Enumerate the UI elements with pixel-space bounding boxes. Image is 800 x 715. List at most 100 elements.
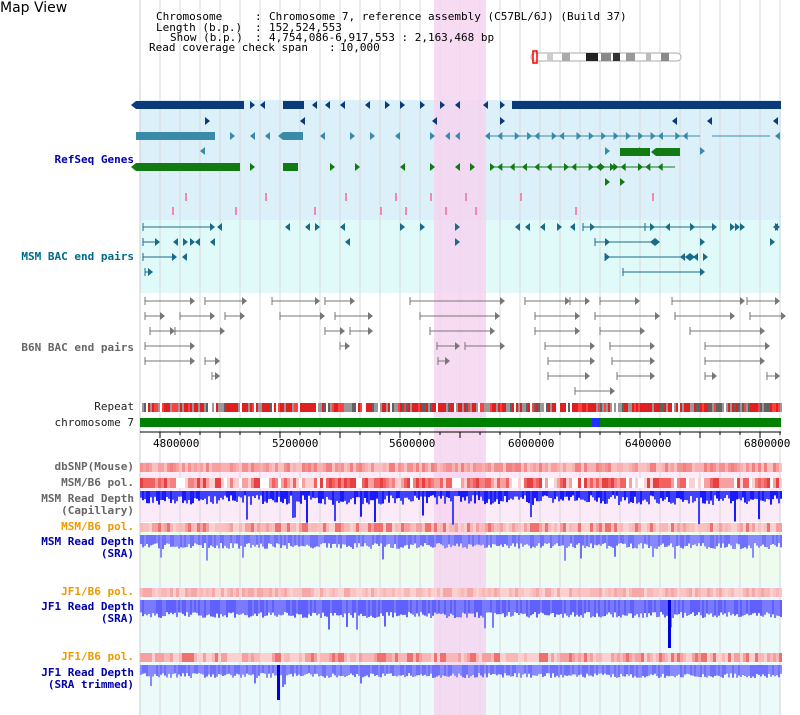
jf1-sra-depth-bar xyxy=(638,600,640,618)
msm-sra-depth-bar xyxy=(316,535,318,547)
dbsnp-cell xyxy=(671,463,674,472)
jf1-b6-pol2-cell xyxy=(236,653,239,662)
jf1-trim-depth-bar xyxy=(464,665,466,678)
msm-sra-depth-bar xyxy=(404,535,406,546)
jf1-trim-depth-bar xyxy=(432,665,434,678)
feature-arrow xyxy=(555,101,561,109)
repeat-mark xyxy=(344,403,346,412)
track-label-msm-bac[interactable]: MSM BAC end pairs xyxy=(21,250,134,263)
repeat-mark xyxy=(280,403,282,412)
msm-b6-pol2-cell xyxy=(260,523,263,532)
jf1-sra-depth-bar xyxy=(410,600,412,614)
jf1-b6-pol2-cell xyxy=(728,653,731,662)
dbsnp-cell xyxy=(605,463,608,472)
msm-capillary-depth-bar xyxy=(576,491,578,501)
repeat-mark xyxy=(630,403,632,412)
jf1-sra-depth-bar xyxy=(620,600,622,618)
dbsnp-cell xyxy=(488,463,491,472)
jf1-trim-depth-bar xyxy=(274,665,276,676)
jf1-trim-depth-bar xyxy=(248,665,250,675)
msm-capillary-depth-bar xyxy=(254,491,256,499)
feature-arrow xyxy=(620,148,625,156)
jf1-b6-pol2-cell xyxy=(704,653,707,662)
jf1-b6-pol2-cell xyxy=(536,653,539,662)
repeat-mark xyxy=(762,403,764,412)
msm-capillary-depth-bar xyxy=(578,491,580,498)
msm-capillary-depth-bar xyxy=(606,491,608,504)
feature-arrow xyxy=(585,101,591,109)
dbsnp-cell xyxy=(326,463,329,472)
jf1-sra-depth-bar xyxy=(326,600,328,617)
msm-capillary-depth-bar xyxy=(622,491,624,498)
track-label-refseq[interactable]: RefSeq Genes xyxy=(54,153,134,166)
dbsnp-cell xyxy=(629,463,632,472)
jf1-trim-depth-bar xyxy=(734,665,736,674)
msm-sra-depth-bar xyxy=(148,535,150,548)
msm-sra-depth-bar xyxy=(342,535,344,545)
jf1-trim-depth-bar xyxy=(388,665,390,674)
feature-arrow xyxy=(610,387,615,395)
dbsnp-cell xyxy=(194,463,197,472)
msm-b6-pol-cell xyxy=(506,478,509,488)
track-label-jf1-b6-pol-1[interactable]: JF1/B6 pol. xyxy=(61,585,134,598)
track-label-jf1-depth-sra[interactable]: JF1 Read Depth xyxy=(41,600,134,613)
jf1-trim-depth-bar xyxy=(518,665,520,674)
dbsnp-cell xyxy=(530,463,533,472)
jf1-trim-depth-bar xyxy=(218,665,220,674)
msm-capillary-depth-bar xyxy=(746,491,748,505)
msm-b6-pol2-cell xyxy=(347,523,350,532)
feature-arrow xyxy=(690,253,695,261)
track-label-dbsnp[interactable]: dbSNP(Mouse) xyxy=(54,460,134,473)
jf1-b6-pol-cell xyxy=(605,588,608,597)
track-label-msm-depth-sra[interactable]: MSM Read Depth xyxy=(41,535,134,548)
repeat-mark xyxy=(676,403,678,412)
track-label-jf1-depth-trim[interactable]: JF1 Read Depth xyxy=(41,666,134,679)
msm-b6-pol-cell xyxy=(464,478,467,488)
repeat-mark xyxy=(150,403,152,412)
msm-b6-pol2-cell xyxy=(299,523,302,532)
msm-sra-depth-bar xyxy=(622,535,624,544)
track-label-msm-depth-cap[interactable]: MSM Read Depth xyxy=(41,492,134,505)
repeat-mark xyxy=(778,403,780,412)
jf1-sra-depth-bar xyxy=(228,600,230,613)
jf1-b6-pol2-cell xyxy=(680,653,683,662)
msm-b6-pol2-cell xyxy=(572,523,575,532)
msm-capillary-depth-bar xyxy=(680,491,682,500)
msm-sra-depth-bar xyxy=(294,535,296,546)
feature-arrow xyxy=(650,357,655,365)
jf1-sra-depth-bar xyxy=(458,600,460,618)
msm-capillary-depth-bar xyxy=(458,491,460,496)
feature-arrow xyxy=(490,163,495,171)
track-label-repeat[interactable]: Repeat xyxy=(94,400,134,413)
track-label-msm-b6-pol-1[interactable]: MSM/B6 pol. xyxy=(61,476,134,489)
track-label-msm-b6-pol-2[interactable]: MSM/B6 pol. xyxy=(61,520,134,533)
msm-capillary-depth-bar xyxy=(252,491,254,497)
repeat-mark xyxy=(712,403,714,412)
msm-sra-depth-bar xyxy=(206,535,208,561)
track-label-b6n-bac[interactable]: B6N BAC end pairs xyxy=(21,341,134,354)
msm-sra-depth-bar xyxy=(538,535,540,544)
jf1-trim-depth-bar xyxy=(554,665,556,678)
feature-arrow xyxy=(588,163,594,171)
jf1-b6-pol2-cell xyxy=(326,653,329,662)
dbsnp-cell xyxy=(608,463,611,472)
msm-b6-pol2-cell xyxy=(152,523,155,532)
dbsnp-cell xyxy=(188,463,191,472)
track-label-jf1-b6-pol-2[interactable]: JF1/B6 pol. xyxy=(61,650,134,663)
msm-b6-pol2-cell xyxy=(215,523,218,532)
dbsnp-cell xyxy=(359,463,362,472)
msm-b6-pol2-cell xyxy=(494,523,497,532)
msm-b6-pol-cell xyxy=(617,478,620,488)
jf1-sra-depth-bar xyxy=(426,600,428,617)
msm-sra-depth-bar xyxy=(178,535,180,549)
repeat-mark xyxy=(412,403,414,412)
msm-capillary-depth-bar xyxy=(422,491,424,516)
msm-b6-pol-cell xyxy=(278,478,281,488)
jf1-trim-depth-bar xyxy=(368,665,370,678)
msm-sra-depth-bar xyxy=(226,535,228,548)
repeat-mark xyxy=(164,403,166,412)
jf1-trim-depth-bar xyxy=(146,665,148,677)
jf1-trim-depth-bar xyxy=(638,665,640,678)
msm-capillary-depth-bar xyxy=(522,491,524,499)
